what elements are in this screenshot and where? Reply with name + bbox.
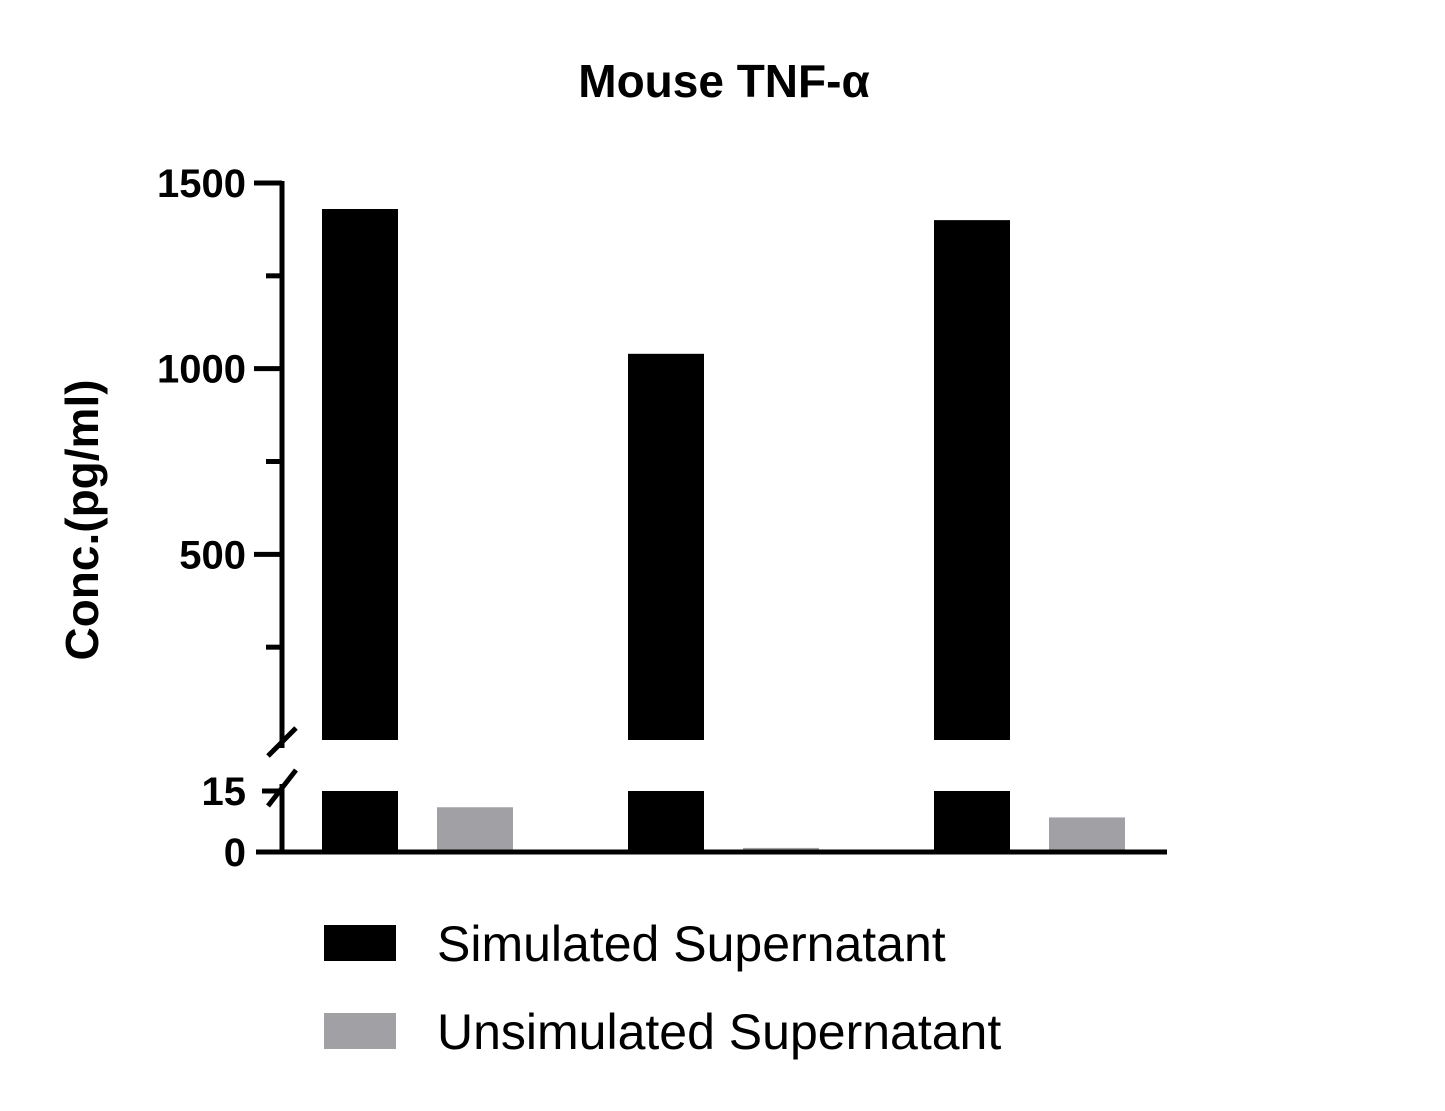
bar-simulated-3-upper xyxy=(934,220,1010,741)
y-ticks: 500 1000 1500 0 15 xyxy=(157,162,282,875)
legend-label-simulated-supernatant: Simulated Supernatant xyxy=(437,916,946,972)
bars xyxy=(322,208,1125,852)
axis-break-mark-lower xyxy=(266,768,298,808)
y-tick-label-500: 500 xyxy=(179,533,246,577)
bar-unsimulated-3 xyxy=(1049,817,1125,852)
legend: Simulated Supernatant Unsimulated Superna… xyxy=(324,916,1001,1060)
y-axis-label: Conc.(pg/ml) xyxy=(56,379,108,660)
bar-simulated-1-lower xyxy=(322,791,398,852)
y-tick-label-0: 0 xyxy=(224,831,246,875)
bar-simulated-2-upper xyxy=(628,353,704,740)
y-tick-label-1500: 1500 xyxy=(157,162,246,206)
chart-title: Mouse TNF-α xyxy=(578,55,869,107)
bar-simulated-3-lower xyxy=(934,791,1010,852)
legend-swatch-unsimulated-supernatant xyxy=(324,1013,396,1049)
axis-break-mark-upper xyxy=(266,726,298,758)
y-tick-label-15: 15 xyxy=(202,770,247,814)
bar-simulated-1-upper xyxy=(322,208,398,740)
bar-unsimulated-1 xyxy=(437,807,513,852)
bar-simulated-2-lower xyxy=(628,791,704,852)
y-tick-label-1000: 1000 xyxy=(157,348,246,392)
legend-label-unsimulated-supernatant: Unsimulated Supernatant xyxy=(437,1004,1001,1060)
legend-swatch-simulated-supernatant xyxy=(324,925,396,961)
